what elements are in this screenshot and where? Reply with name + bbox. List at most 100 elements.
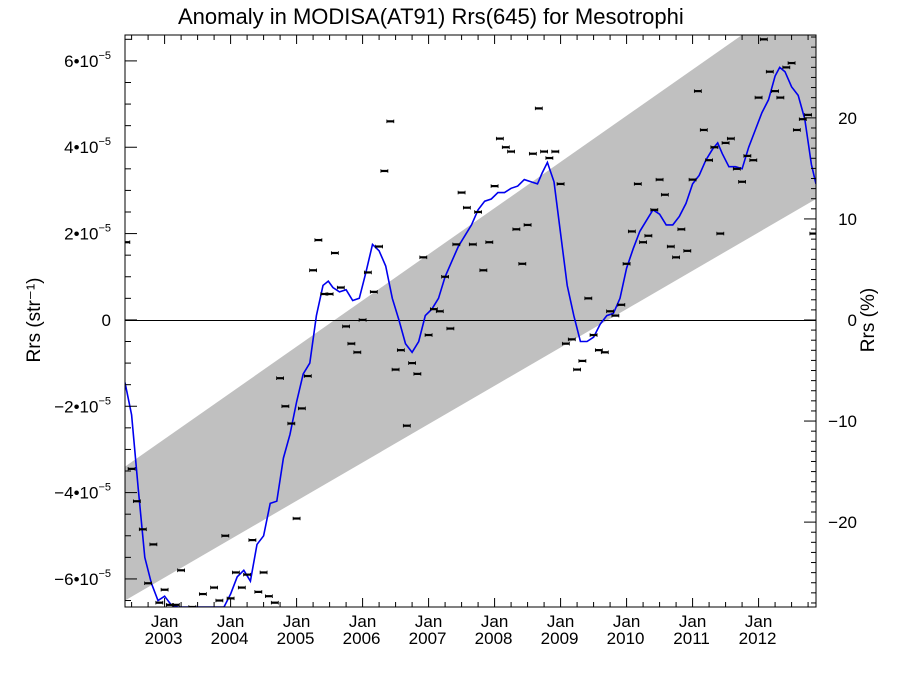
data-point — [754, 95, 763, 100]
confidence-band-layer — [125, 35, 816, 601]
data-point — [787, 61, 796, 65]
data-point — [441, 274, 449, 279]
data-point — [672, 255, 680, 260]
data-point — [776, 95, 785, 100]
data-point — [666, 244, 675, 249]
data-point — [171, 603, 180, 607]
data-point — [501, 145, 510, 150]
y-tick-label: 0 — [102, 311, 111, 330]
data-point — [490, 184, 499, 188]
data-point — [485, 240, 494, 245]
data-point — [155, 600, 164, 605]
y-tick-label: 4•10−5 — [64, 136, 111, 157]
data-point — [198, 592, 207, 596]
x-tick-month-label: Jan — [151, 612, 178, 631]
data-point — [363, 270, 372, 275]
data-point — [435, 309, 444, 314]
x-tick-year-label: 2003 — [145, 629, 183, 648]
data-point — [589, 333, 598, 337]
data-point — [600, 350, 609, 355]
x-tick-year-label: 2005 — [277, 629, 315, 648]
plot-frame — [124, 34, 817, 608]
data-point — [358, 318, 367, 322]
data-point — [534, 106, 543, 111]
data-point — [413, 372, 422, 376]
y-axis-label: Rrs (str⁻¹) — [24, 278, 45, 363]
data-point — [765, 69, 774, 74]
data-point — [396, 348, 405, 352]
data-point — [507, 149, 515, 154]
data-point — [545, 156, 554, 160]
data-point — [369, 290, 378, 294]
data-point — [611, 313, 620, 318]
data-point — [705, 158, 713, 162]
data-point — [567, 337, 576, 342]
data-point — [792, 128, 801, 132]
data-point — [325, 292, 334, 296]
chart-title: Anomaly in MODISA(AT91) Rrs(645) for Mes… — [178, 4, 684, 29]
data-point — [578, 359, 587, 363]
data-point — [528, 151, 537, 156]
data-point — [391, 367, 400, 372]
data-point — [215, 598, 224, 603]
data-point — [683, 249, 692, 253]
x-tick-month-label: Jan — [679, 612, 706, 631]
data-point — [127, 467, 136, 471]
data-point — [177, 568, 185, 573]
data-point — [297, 406, 306, 411]
data-point — [149, 542, 158, 547]
data-point — [243, 572, 251, 577]
data-point — [479, 268, 488, 273]
data-point — [287, 421, 296, 426]
data-point — [462, 205, 471, 210]
data-point — [660, 192, 669, 197]
data-point — [264, 594, 273, 599]
data-point — [292, 516, 301, 521]
data-point — [721, 141, 730, 145]
y-tick-label: 6•10−5 — [64, 50, 111, 71]
y2-tick-label: 10 — [838, 210, 857, 229]
data-point — [606, 309, 614, 314]
data-point — [738, 179, 746, 184]
data-point — [353, 350, 362, 355]
data-point — [639, 240, 647, 245]
data-point — [446, 326, 455, 331]
y2-tick-label: 20 — [838, 109, 857, 128]
data-point — [650, 208, 659, 212]
data-point — [221, 533, 230, 538]
y-tick-label: −6•10−5 — [54, 568, 111, 589]
data-point — [573, 367, 581, 372]
x-tick-year-label: 2009 — [541, 629, 579, 648]
data-point — [518, 262, 527, 266]
axes-layer: Jan2003Jan2004Jan2005Jan2006Jan2007Jan20… — [54, 35, 857, 648]
data-point — [512, 227, 521, 232]
data-point — [452, 242, 461, 247]
x-tick-month-label: Jan — [415, 612, 442, 631]
data-point — [457, 190, 466, 195]
data-point — [336, 285, 345, 290]
data-point — [468, 242, 477, 247]
data-point — [386, 119, 395, 124]
data-point — [231, 570, 240, 575]
x-tick-month-label: Jan — [613, 612, 640, 631]
x-tick-year-label: 2006 — [343, 629, 381, 648]
data-point — [424, 333, 433, 337]
x-tick-month-label: Jan — [745, 612, 772, 631]
data-point — [556, 182, 565, 186]
x-tick-year-label: 2004 — [211, 629, 249, 648]
data-point — [330, 251, 339, 255]
data-point — [495, 136, 504, 141]
data-point — [254, 590, 263, 594]
x-tick-month-label: Jan — [481, 612, 508, 631]
data-point — [237, 585, 246, 590]
data-point — [276, 376, 284, 380]
data-point — [270, 600, 279, 605]
data-point — [677, 227, 686, 232]
data-point — [540, 149, 548, 154]
y-tick-label: −2•10−5 — [54, 395, 111, 416]
data-point — [188, 605, 197, 607]
data-point — [749, 158, 758, 162]
data-point — [633, 182, 642, 186]
data-point — [281, 404, 290, 409]
